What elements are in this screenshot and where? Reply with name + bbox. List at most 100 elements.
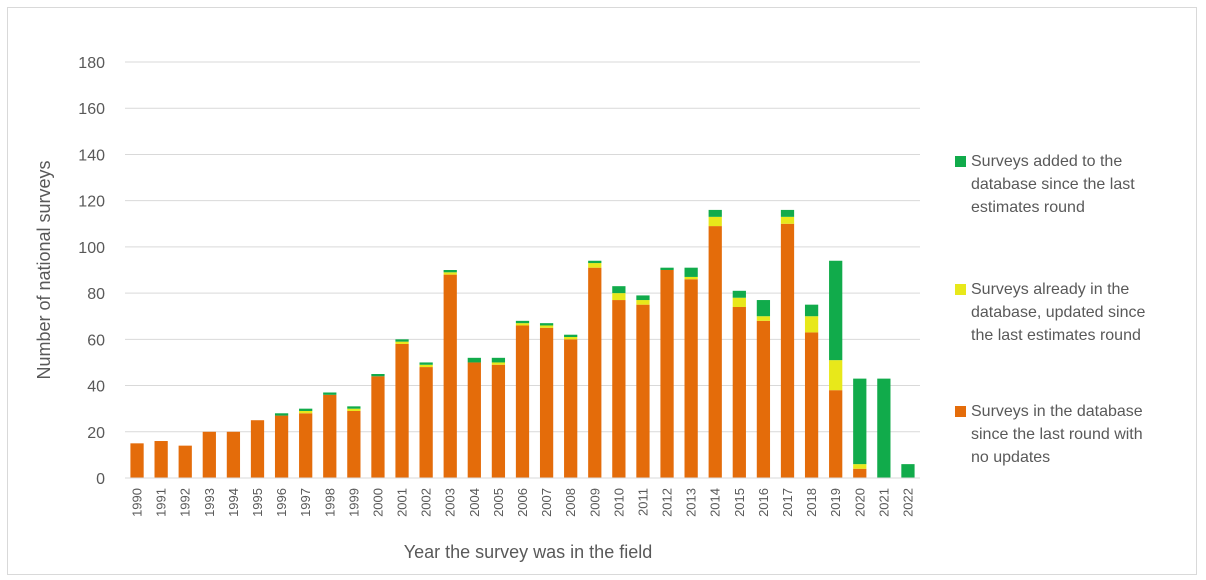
y-tick-labels: 0 20 40 60 80 100 120 140 160 180 — [78, 55, 105, 488]
y-tick-label: 120 — [78, 194, 105, 211]
bar-segment-no-updates — [299, 413, 313, 478]
bar-segment-no-updates — [467, 362, 481, 478]
bar-segment-no-updates — [419, 367, 433, 478]
bar-segment-added — [877, 378, 891, 478]
bar-segment-added — [299, 408, 313, 411]
bar-segment-updated — [853, 464, 867, 469]
bar-segment-updated — [564, 337, 578, 340]
bar-segment-updated — [443, 272, 457, 275]
bar-segment-updated — [636, 300, 650, 305]
bar-segment-updated — [804, 316, 819, 333]
x-tick-label: 2018 — [804, 488, 819, 517]
bar-segment-added — [660, 267, 674, 270]
bar-segment-no-updates — [539, 327, 554, 478]
x-tick-label: 1992 — [178, 488, 193, 517]
bars — [130, 209, 915, 478]
legend-label: no updates — [971, 449, 1050, 466]
bar-segment-added — [804, 304, 819, 317]
x-tick-label: 2016 — [756, 488, 771, 517]
bar-segment-added — [684, 267, 698, 277]
x-tick-label: 2000 — [370, 488, 385, 517]
bar-segment-no-updates — [178, 445, 192, 478]
x-tick-label: 1996 — [274, 488, 289, 517]
x-tick-label: 2003 — [443, 488, 458, 517]
y-tick-label: 80 — [87, 286, 105, 303]
x-tick-label: 1990 — [130, 488, 145, 517]
bar-segment-added — [853, 378, 867, 465]
chart-frame — [7, 7, 1197, 575]
x-tick-label: 2006 — [515, 488, 530, 517]
bar-segment-no-updates — [780, 223, 795, 478]
bar-segment-added — [323, 392, 337, 395]
bar-segment-updated — [491, 362, 506, 365]
bar-segment-added — [395, 339, 409, 342]
x-tick-label: 2008 — [563, 488, 578, 517]
bar-segment-added — [780, 209, 795, 217]
x-tick-label: 1994 — [226, 488, 241, 517]
bar-segment-updated — [780, 216, 795, 224]
bar-segment-no-updates — [588, 267, 602, 478]
bar-segment-added — [419, 362, 433, 365]
bar-segment-no-updates — [202, 431, 216, 478]
x-tick-label: 1993 — [202, 488, 217, 517]
bar-segment-added — [274, 413, 289, 416]
bar-segment-updated — [732, 297, 746, 307]
y-tick-label: 100 — [78, 240, 105, 257]
bar-segment-no-updates — [395, 343, 409, 478]
bar-segment-no-updates — [515, 325, 530, 478]
legend-swatch — [955, 406, 966, 417]
bar-segment-no-updates — [371, 376, 385, 478]
bar-segment-no-updates — [612, 300, 626, 478]
x-tick-label: 2009 — [587, 488, 602, 517]
bar-segment-no-updates — [829, 390, 843, 478]
bar-segment-updated — [612, 293, 626, 301]
bar-segment-added — [515, 320, 530, 324]
bar-segment-added — [829, 260, 843, 361]
bar-segment-updated — [299, 410, 313, 414]
y-tick-label: 40 — [87, 379, 105, 396]
bar-segment-added — [443, 270, 457, 273]
y-tick-label: 180 — [78, 55, 105, 72]
bar-segment-added — [467, 357, 481, 363]
bar-segment-no-updates — [684, 279, 698, 478]
x-tick-label: 2004 — [467, 488, 482, 517]
x-tick-label: 2005 — [491, 488, 506, 517]
bar-segment-added — [588, 260, 602, 264]
bar-segment-updated — [515, 323, 530, 326]
bar-segment-no-updates — [732, 306, 746, 478]
x-tick-label: 2012 — [660, 488, 675, 517]
bar-segment-no-updates — [323, 394, 337, 478]
bar-segment-updated — [419, 364, 433, 368]
x-tick-label: 2015 — [732, 488, 747, 517]
bar-segment-no-updates — [708, 226, 722, 478]
legend-swatch — [955, 156, 966, 167]
x-tick-label: 2020 — [852, 488, 867, 517]
x-tick-label: 2022 — [900, 488, 915, 517]
legend-label: Surveys already in the — [971, 281, 1129, 298]
y-tick-label: 0 — [96, 471, 105, 488]
x-tick-label: 2010 — [611, 488, 626, 517]
legend-swatch — [955, 284, 966, 295]
bar-segment-updated — [395, 341, 409, 344]
bar-segment-added — [901, 464, 915, 478]
legend-label: Surveys in the database — [971, 403, 1143, 420]
bar-segment-no-updates — [226, 431, 241, 478]
bar-segment-no-updates — [564, 339, 578, 478]
x-tick-label: 2014 — [708, 488, 723, 517]
bar-segment-no-updates — [443, 274, 457, 478]
bar-segment-added — [732, 290, 746, 298]
y-axis-title: Number of national surveys — [34, 160, 54, 379]
x-tick-label: 2021 — [876, 488, 891, 517]
bar-segment-added — [539, 323, 554, 326]
x-tick-label: 1998 — [322, 488, 337, 517]
legend: Surveys added to the database since the l… — [955, 153, 1145, 466]
bar-segment-updated — [708, 216, 722, 227]
bar-segment-no-updates — [274, 415, 289, 478]
legend-label: the last estimates round — [971, 327, 1141, 344]
bar-segment-no-updates — [250, 420, 265, 478]
x-tick-label: 2002 — [419, 488, 434, 517]
bar-segment-updated — [756, 316, 771, 321]
bar-segment-no-updates — [660, 270, 674, 478]
y-tick-label: 60 — [87, 332, 105, 349]
